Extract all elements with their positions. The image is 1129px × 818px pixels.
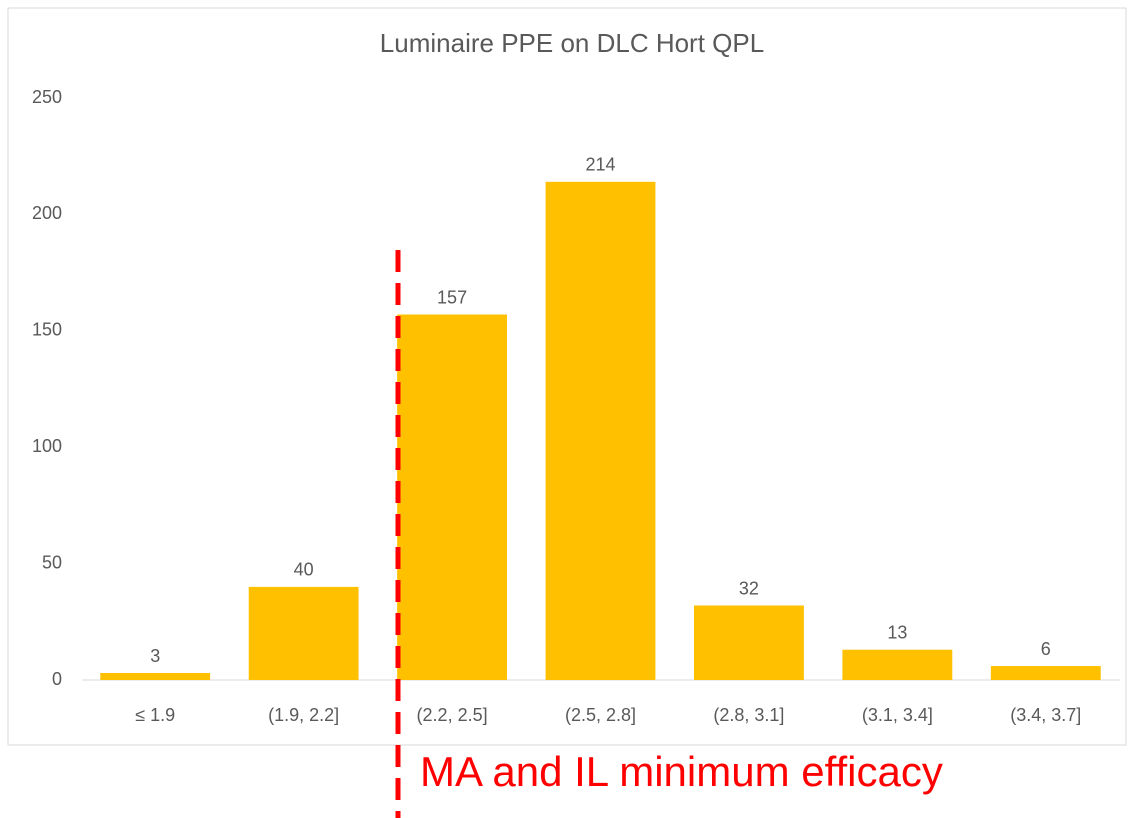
x-tick-label: (3.1, 3.4]	[862, 705, 933, 725]
x-tick-label: (3.4, 3.7]	[1010, 705, 1081, 725]
value-label: 214	[585, 155, 615, 175]
value-label: 13	[887, 622, 907, 642]
x-tick-label: (2.5, 2.8]	[565, 705, 636, 725]
bar	[694, 605, 804, 680]
bars	[100, 181, 1101, 681]
value-label: 157	[437, 287, 467, 307]
bar	[545, 181, 656, 681]
value-label: 3	[150, 646, 160, 666]
value-label: 40	[294, 560, 314, 580]
x-tick-label: (2.8, 3.1]	[713, 705, 784, 725]
y-tick-label: 200	[32, 203, 62, 223]
bar	[100, 673, 211, 680]
value-label: 6	[1041, 639, 1051, 659]
value-label: 32	[739, 578, 759, 598]
x-tick-label: (1.9, 2.2]	[268, 705, 339, 725]
bar	[248, 586, 359, 680]
bar	[397, 314, 507, 680]
chart-title: Luminaire PPE on DLC Hort QPL	[380, 28, 764, 58]
x-tick-label: (2.2, 2.5]	[417, 705, 488, 725]
y-tick-label: 250	[32, 87, 62, 107]
bar	[990, 666, 1101, 680]
y-tick-label: 0	[52, 669, 62, 689]
y-tick-label: 100	[32, 436, 62, 456]
x-tick-label: ≤ 1.9	[135, 705, 175, 725]
y-tick-label: 50	[42, 552, 62, 572]
bar	[842, 649, 953, 680]
y-tick-label: 150	[32, 320, 62, 340]
annotation: MA and IL minimum efficacy	[420, 748, 943, 795]
